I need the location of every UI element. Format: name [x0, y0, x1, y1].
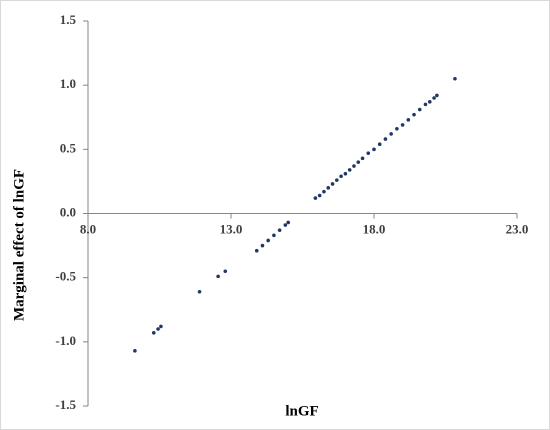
point	[272, 233, 276, 238]
point	[356, 160, 361, 164]
point	[159, 324, 163, 329]
point	[383, 137, 388, 141]
point	[317, 193, 322, 198]
point	[260, 243, 265, 248]
point	[427, 100, 432, 104]
point	[423, 102, 428, 107]
y-tick-label: -1.0	[55, 333, 76, 348]
point	[389, 132, 393, 136]
point	[216, 274, 220, 279]
y-tick-label: 0.5	[60, 140, 77, 155]
point	[395, 127, 399, 131]
point	[339, 174, 343, 179]
point	[313, 196, 318, 200]
point	[254, 248, 259, 253]
point	[343, 171, 348, 176]
point	[330, 182, 335, 186]
point	[372, 147, 376, 152]
point	[366, 151, 371, 155]
point	[277, 228, 282, 232]
y-tick-label: -0.5	[55, 269, 76, 284]
y-tick-label: 0.0	[60, 204, 76, 219]
point	[412, 112, 416, 117]
point	[435, 93, 439, 98]
point	[335, 178, 339, 182]
point	[322, 189, 326, 194]
point	[133, 349, 137, 353]
point	[453, 76, 457, 81]
x-tick-label: 13.0	[220, 221, 243, 236]
point	[223, 269, 228, 274]
point	[326, 186, 331, 190]
x-tick-label: 23.0	[506, 221, 529, 236]
x-tick-label: 18.0	[363, 221, 386, 236]
y-axis-title: Marginal effect of lnGF	[11, 169, 27, 321]
point	[283, 223, 288, 227]
y-tick-label: 1.5	[60, 12, 77, 27]
point	[400, 123, 405, 127]
point	[286, 220, 291, 225]
point	[406, 118, 411, 122]
point	[197, 289, 202, 294]
point	[156, 327, 160, 331]
y-tick-label: 1.0	[60, 76, 76, 91]
point	[377, 142, 382, 146]
point	[266, 238, 270, 243]
point	[352, 164, 356, 168]
point	[151, 331, 156, 335]
point	[347, 168, 352, 172]
x-tick-label: 8.0	[80, 221, 96, 236]
y-tick-label: -1.5	[55, 397, 76, 412]
point	[417, 107, 422, 112]
x-axis-title: lnGF	[285, 403, 318, 419]
point	[360, 156, 365, 161]
point	[432, 96, 436, 100]
